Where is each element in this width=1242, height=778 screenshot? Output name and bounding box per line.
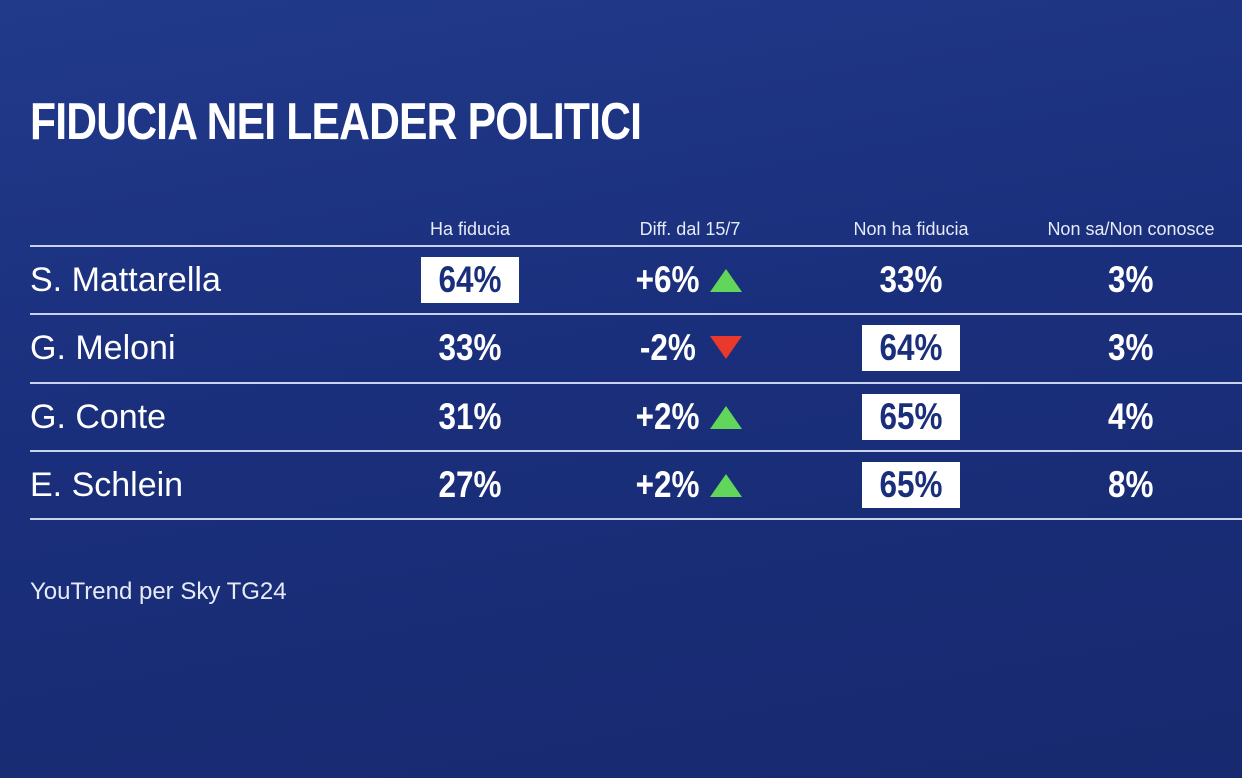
cell-text: 31% bbox=[438, 395, 502, 437]
cell: +2% bbox=[588, 451, 748, 519]
cell-text: 27% bbox=[438, 463, 502, 505]
source: YouTrend per Sky TG24 bbox=[30, 578, 287, 605]
column-header: Non sa/Non conosce bbox=[1047, 219, 1215, 239]
cell: 64% bbox=[390, 246, 550, 314]
cell: +2% bbox=[588, 383, 748, 451]
title: FIDUCIA NEI LEADER POLITICI bbox=[30, 93, 642, 151]
cell: 4% bbox=[1051, 383, 1211, 451]
highlight-box bbox=[862, 325, 960, 372]
column-header: Diff. dal 15/7 bbox=[639, 219, 741, 239]
row-divider bbox=[30, 449, 1242, 452]
column-header: Ha fiducia bbox=[429, 219, 511, 239]
cell: 64% bbox=[831, 314, 991, 382]
cell-text: 64% bbox=[438, 259, 502, 300]
cell-text: 64% bbox=[879, 327, 943, 369]
cell: 3% bbox=[1051, 246, 1211, 314]
row-divider bbox=[30, 313, 1242, 316]
cell: 33% bbox=[390, 314, 550, 382]
cell: 31% bbox=[390, 383, 550, 451]
cell: -2% bbox=[588, 314, 748, 382]
cell-text: 4% bbox=[1108, 395, 1154, 437]
cell-text: 33% bbox=[438, 327, 502, 369]
cell-text: -2% bbox=[640, 327, 696, 369]
row-name: S. Mattarella bbox=[30, 261, 221, 299]
arrow-shape bbox=[710, 473, 742, 497]
highlight-box bbox=[862, 461, 960, 508]
highlight-box bbox=[421, 257, 519, 303]
row-name: G. Meloni bbox=[30, 329, 176, 368]
column-header: Non ha fiducia bbox=[853, 219, 969, 239]
cell: 33% bbox=[831, 246, 991, 314]
row-name: E. Schlein bbox=[30, 465, 184, 504]
arrow-up bbox=[710, 473, 742, 497]
row-divider bbox=[30, 245, 1242, 247]
cell: +6% bbox=[588, 246, 748, 314]
highlight-box bbox=[862, 393, 960, 440]
cell: 65% bbox=[831, 451, 991, 519]
arrow-shape bbox=[710, 269, 742, 292]
cell-text: 3% bbox=[1108, 327, 1154, 369]
cell-text: +2% bbox=[636, 463, 700, 505]
cell-text: +2% bbox=[636, 395, 700, 437]
row-divider bbox=[30, 381, 1242, 384]
arrow-shape bbox=[710, 405, 742, 429]
cell-text: 8% bbox=[1108, 463, 1154, 505]
cell: 27% bbox=[390, 451, 550, 519]
cell-text: 3% bbox=[1108, 259, 1154, 300]
cell: 8% bbox=[1051, 451, 1211, 519]
arrow-down bbox=[710, 336, 742, 360]
arrow-up bbox=[710, 405, 742, 429]
cell-text: 65% bbox=[879, 395, 943, 437]
cell: 3% bbox=[1051, 314, 1211, 382]
row-name: G. Conte bbox=[30, 397, 167, 436]
arrow-up bbox=[710, 269, 742, 292]
cell-text: 65% bbox=[879, 463, 943, 505]
cell-text: 33% bbox=[879, 259, 943, 300]
arrow-shape bbox=[710, 336, 742, 360]
cell: 65% bbox=[831, 383, 991, 451]
row-divider bbox=[30, 518, 1242, 521]
cell-text: +6% bbox=[636, 259, 700, 300]
